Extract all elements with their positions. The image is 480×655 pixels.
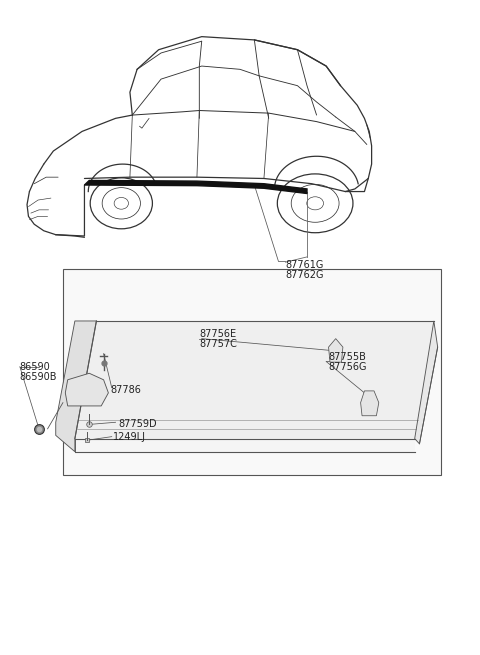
Text: 87756G: 87756G <box>328 362 367 372</box>
Text: 87762G: 87762G <box>286 271 324 280</box>
Polygon shape <box>328 339 343 362</box>
Polygon shape <box>75 321 434 439</box>
Polygon shape <box>360 391 379 416</box>
Polygon shape <box>415 321 438 444</box>
Polygon shape <box>65 373 108 406</box>
Text: 86590B: 86590B <box>20 371 57 381</box>
Text: 1249LJ: 1249LJ <box>113 432 146 441</box>
Text: 87755B: 87755B <box>328 352 366 362</box>
Text: 87786: 87786 <box>111 384 142 394</box>
Text: 87756E: 87756E <box>199 329 237 339</box>
Polygon shape <box>56 321 96 452</box>
Polygon shape <box>84 180 307 193</box>
Text: 86590: 86590 <box>20 362 50 372</box>
Text: 87761G: 87761G <box>286 261 324 271</box>
Text: 87759D: 87759D <box>118 419 156 429</box>
Text: 87757C: 87757C <box>199 339 237 349</box>
Polygon shape <box>75 439 415 452</box>
Bar <box>63 269 441 475</box>
